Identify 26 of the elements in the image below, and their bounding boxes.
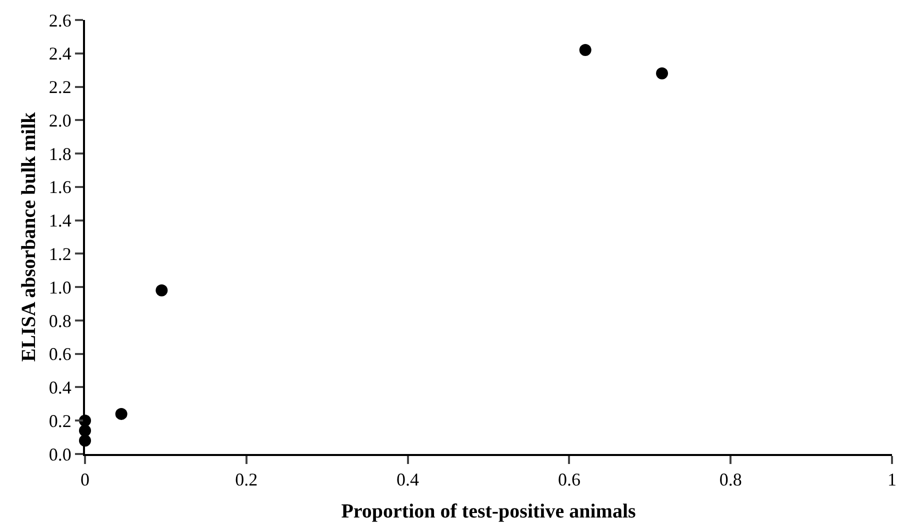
y-tick-label: 0.0 — [48, 444, 72, 464]
y-tick-label: 2.2 — [48, 77, 72, 98]
y-tick-label: 0.2 — [48, 410, 72, 431]
y-tick-label: 0.8 — [48, 310, 72, 331]
x-tick-label: 0.2 — [235, 470, 258, 490]
y-tick-label: 1.8 — [48, 144, 72, 164]
y-tick-label: 2.6 — [48, 10, 72, 30]
y-tick-label: 2.4 — [48, 44, 72, 64]
point — [579, 44, 592, 56]
point — [115, 408, 128, 420]
x-tick-label: 0 — [80, 470, 90, 490]
point — [656, 67, 668, 80]
y-tick-label: 1.2 — [48, 244, 72, 264]
x-tick-label: 0.8 — [719, 470, 742, 490]
point — [156, 284, 168, 296]
y-tick-label: 1.0 — [48, 277, 72, 298]
y-tick-label: 0.6 — [48, 344, 72, 364]
y-tick-label: 1.6 — [48, 177, 72, 198]
y-tick-label: 0.4 — [48, 378, 72, 398]
x-tick-label: 0.6 — [558, 470, 580, 490]
y-axis-title: ELISA absorbance bulk milk — [18, 111, 40, 362]
y-tick-label: 1.4 — [48, 210, 72, 231]
x-axis-title: Proportion of test-positive animals — [341, 500, 636, 523]
x-tick-label: 0.4 — [396, 470, 420, 490]
y-tick-label: 2.0 — [48, 110, 72, 130]
x-tick-label: 1 — [888, 470, 896, 490]
